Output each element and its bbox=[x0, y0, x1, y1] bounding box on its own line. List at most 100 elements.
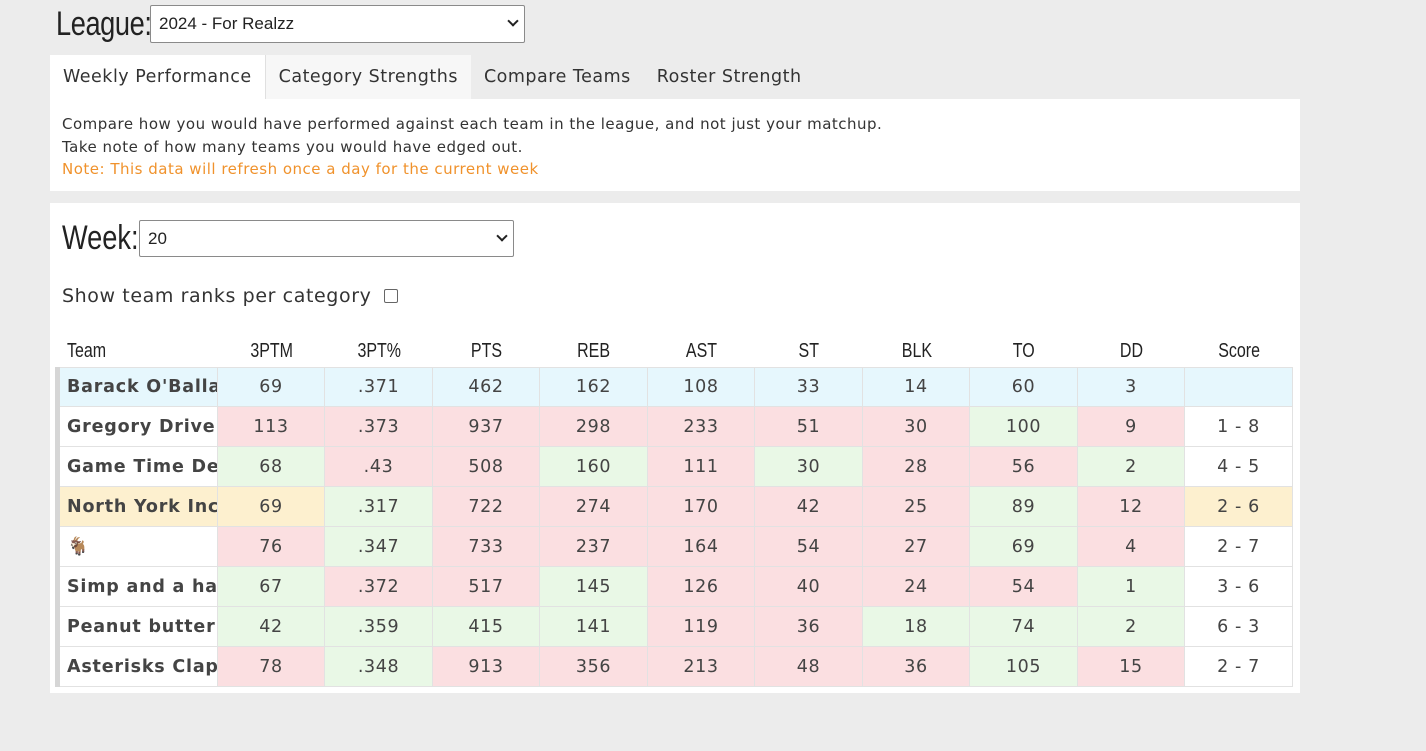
score-cell: 6 - 3 bbox=[1185, 607, 1293, 647]
stat-cell-dd: 1 bbox=[1078, 567, 1185, 607]
column-header-reb[interactable]: REB bbox=[540, 335, 648, 367]
stat-cell-ast: 164 bbox=[648, 527, 755, 567]
stat-cell-3ptm: 42 bbox=[218, 607, 325, 647]
team-name-cell[interactable]: Barack O'Balla bbox=[60, 367, 218, 407]
stat-cell-ast: 170 bbox=[648, 487, 755, 527]
team-name-cell[interactable]: Gregory Drive .. bbox=[60, 407, 218, 447]
stat-cell-3ptm: 69 bbox=[218, 487, 325, 527]
stat-cell-dd: 3 bbox=[1078, 367, 1185, 407]
table-row: Barack O'Balla 69.371 462 162 108 33 14 60 3 bbox=[55, 367, 1293, 407]
column-header-3ptm[interactable]: 3PTM bbox=[218, 335, 325, 367]
column-header-dd[interactable]: DD bbox=[1078, 335, 1185, 367]
stat-cell-3ptm: 113 bbox=[218, 407, 325, 447]
week-select[interactable]: 20 bbox=[139, 220, 514, 257]
table-row: Gregory Drive ..113.37393729823351301009… bbox=[55, 407, 1293, 447]
score-cell: 2 - 7 bbox=[1185, 647, 1293, 687]
league-select[interactable]: 2024 - For Realzz bbox=[150, 5, 525, 43]
league-label: League: bbox=[56, 4, 152, 43]
row-accent-bar bbox=[55, 567, 60, 607]
stat-cell-3ptm: 78 bbox=[218, 647, 325, 687]
stat-cell-3pt: .348 bbox=[325, 647, 433, 687]
stat-cell-blk: 18 bbox=[863, 607, 970, 647]
league-select-value: 2024 - For Realzz bbox=[159, 14, 295, 33]
week-select-value: 20 bbox=[148, 228, 167, 248]
tab-label: Category Strengths bbox=[278, 67, 458, 87]
tab-compare-teams[interactable]: Compare Teams bbox=[471, 55, 644, 99]
score-cell: 4 - 5 bbox=[1185, 447, 1293, 487]
tab-roster-strength[interactable]: Roster Strength bbox=[644, 55, 815, 99]
column-header-label: Team bbox=[67, 339, 107, 362]
column-header-label: DD bbox=[1119, 339, 1144, 362]
stat-cell-pts: 517 bbox=[433, 567, 540, 607]
stat-cell-ast: 108 bbox=[648, 367, 755, 407]
score-cell: 3 - 6 bbox=[1185, 567, 1293, 607]
team-name-cell[interactable]: Game Time De... bbox=[60, 447, 218, 487]
team-name-cell[interactable]: Asterisks Clap... bbox=[60, 647, 218, 687]
stat-cell-to: 100 bbox=[970, 407, 1078, 447]
tab-weekly-performance[interactable]: Weekly Performance bbox=[50, 55, 265, 99]
column-header-st[interactable]: ST bbox=[755, 335, 863, 367]
table-header: Team 3PTM 3PT% PTS REB AST ST BLK TO DD Score bbox=[60, 335, 1293, 367]
column-header-label: PTS bbox=[470, 339, 503, 362]
stat-cell-3pt: .317 bbox=[325, 487, 433, 527]
column-header-label: 3PTM bbox=[250, 339, 293, 362]
stat-cell-reb: 141 bbox=[540, 607, 648, 647]
stat-cell-to: 89 bbox=[970, 487, 1078, 527]
column-header-blk[interactable]: BLK bbox=[863, 335, 970, 367]
team-name-cell[interactable]: Peanut butter .. bbox=[60, 607, 218, 647]
stat-cell-reb: 274 bbox=[540, 487, 648, 527]
stat-cell-3ptm: 68 bbox=[218, 447, 325, 487]
league-selector-row: League: bbox=[56, 4, 152, 43]
row-accent-bar bbox=[55, 447, 60, 487]
team-name-cell[interactable]: Simp and a ha... bbox=[60, 567, 218, 607]
stat-cell-pts: 913 bbox=[433, 647, 540, 687]
stat-cell-st: 33 bbox=[755, 367, 863, 407]
column-header-score[interactable]: Score bbox=[1185, 335, 1293, 367]
chevron-down-icon bbox=[508, 16, 518, 26]
stat-cell-to: 56 bbox=[970, 447, 1078, 487]
stat-cell-to: 74 bbox=[970, 607, 1078, 647]
stat-cell-ast: 119 bbox=[648, 607, 755, 647]
column-header-label: 3PT% bbox=[357, 339, 401, 362]
stat-cell-st: 48 bbox=[755, 647, 863, 687]
column-header-to[interactable]: TO bbox=[970, 335, 1078, 367]
tab-label: Roster Strength bbox=[656, 67, 802, 87]
stat-cell-reb: 298 bbox=[540, 407, 648, 447]
stat-cell-to: 105 bbox=[970, 647, 1078, 687]
column-header-3pt[interactable]: 3PT% bbox=[325, 335, 433, 367]
stat-cell-3pt: .43 bbox=[325, 447, 433, 487]
stat-cell-pts: 508 bbox=[433, 447, 540, 487]
tab-bar: Weekly Performance Category Strengths Co… bbox=[50, 55, 815, 99]
tab-category-strengths[interactable]: Category Strengths bbox=[264, 55, 471, 99]
table-row: Peanut butter ..42.35941514111936187426 … bbox=[55, 607, 1293, 647]
column-header-pts[interactable]: PTS bbox=[433, 335, 540, 367]
score-cell bbox=[1185, 367, 1293, 407]
stat-cell-pts: 722 bbox=[433, 487, 540, 527]
stat-cell-blk: 28 bbox=[863, 447, 970, 487]
week-label: Week: bbox=[62, 219, 139, 257]
stat-cell-blk: 27 bbox=[863, 527, 970, 567]
show-ranks-checkbox[interactable] bbox=[384, 289, 399, 303]
stat-cell-reb: 237 bbox=[540, 527, 648, 567]
stat-cell-pts: 733 bbox=[433, 527, 540, 567]
stat-cell-pts: 937 bbox=[433, 407, 540, 447]
table-row: 🐐 76.347 733 237 164 54 27 69 4 2 - 7 bbox=[55, 527, 1293, 567]
info-panel: Compare how you would have performed aga… bbox=[50, 99, 1300, 191]
column-header-label: ST bbox=[798, 339, 820, 362]
stat-cell-reb: 356 bbox=[540, 647, 648, 687]
column-header-label: BLK bbox=[901, 339, 932, 362]
chevron-down-icon bbox=[497, 231, 507, 241]
tab-label: Weekly Performance bbox=[63, 67, 252, 87]
team-name-cell[interactable]: North York Inc... bbox=[60, 487, 218, 527]
stat-cell-to: 54 bbox=[970, 567, 1078, 607]
column-header-ast[interactable]: AST bbox=[648, 335, 755, 367]
column-header-team[interactable]: Team bbox=[60, 335, 225, 367]
stat-cell-ast: 213 bbox=[648, 647, 755, 687]
row-accent-bar bbox=[55, 527, 60, 567]
stat-cell-st: 36 bbox=[755, 607, 863, 647]
team-name-cell[interactable]: 🐐 bbox=[60, 527, 218, 567]
stat-cell-st: 40 bbox=[755, 567, 863, 607]
refresh-note: Note: This data will refresh once a day … bbox=[62, 160, 539, 178]
stat-cell-3ptm: 67 bbox=[218, 567, 325, 607]
stat-cell-ast: 126 bbox=[648, 567, 755, 607]
